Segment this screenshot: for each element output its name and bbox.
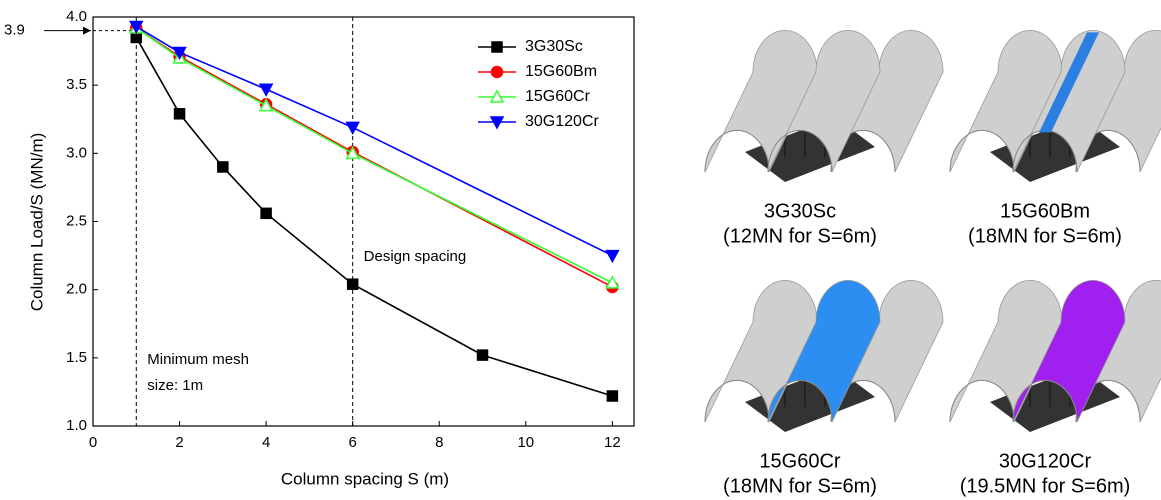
roof-illustration (950, 30, 1161, 182)
figure: Column spacing S (m) Column Load/S (MN/m… (0, 0, 1161, 500)
marker (175, 109, 185, 119)
y-tick-label: 3.5 (66, 76, 87, 93)
panel-detail: (19.5MN for S=6m) (960, 475, 1131, 497)
y-tick-label: 3.0 (66, 144, 87, 161)
x-axis-label: Column spacing S (m) (281, 469, 449, 488)
reference-label: 3.9 (4, 22, 25, 39)
panel-name: 15G60Cr (759, 450, 840, 472)
y-axis-label: Column Load/S (MN/m) (27, 133, 46, 312)
roof-illustration (705, 280, 943, 432)
legend-label: 15G60Cr (525, 88, 591, 105)
marker (347, 122, 359, 133)
panel-detail: (18MN for S=6m) (968, 225, 1122, 247)
y-tick-label: 1.5 (66, 349, 87, 366)
marker (607, 391, 617, 401)
y-tick-label: 4.0 (66, 8, 87, 25)
marker (492, 67, 503, 78)
x-tick-label: 8 (435, 434, 443, 451)
panel-name: 30G120Cr (999, 450, 1092, 472)
annotation-text: Design spacing (364, 248, 467, 265)
y-tick-label: 2.0 (66, 281, 87, 298)
x-tick-label: 12 (604, 434, 621, 451)
panel-detail: (18MN for S=6m) (723, 475, 877, 497)
marker (606, 251, 618, 262)
x-tick-label: 2 (175, 434, 183, 451)
y-tick-label: 1.0 (66, 417, 87, 434)
marker (261, 208, 271, 218)
x-tick-label: 6 (349, 434, 357, 451)
marker (492, 42, 502, 52)
roof-illustration (950, 280, 1161, 432)
roof-illustration (705, 30, 943, 182)
legend-label: 15G60Bm (525, 63, 597, 80)
legend-label: 3G30Sc (525, 38, 583, 55)
panel-detail: (12MN for S=6m) (723, 225, 877, 247)
marker (348, 279, 358, 289)
annotation-text: Minimum mesh (147, 351, 249, 368)
x-tick-label: 10 (517, 434, 534, 451)
reference-arrowhead (83, 27, 91, 35)
y-tick-label: 2.5 (66, 212, 87, 229)
panel-name: 3G30Sc (764, 200, 836, 222)
x-tick-label: 4 (262, 434, 270, 451)
series-line (136, 27, 612, 256)
marker (260, 84, 272, 95)
marker (478, 350, 488, 360)
legend-label: 30G120Cr (525, 113, 599, 130)
panel-name: 15G60Bm (1000, 200, 1090, 222)
annotation-text: size: 1m (147, 377, 203, 394)
marker (218, 162, 228, 172)
x-tick-label: 0 (89, 434, 97, 451)
